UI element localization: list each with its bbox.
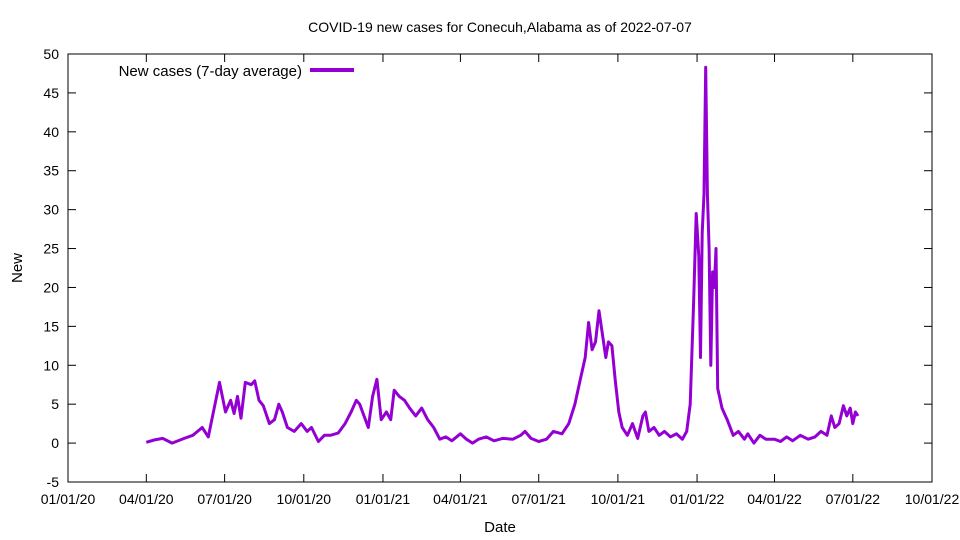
x-tick-label: 04/01/20: [119, 491, 174, 507]
y-tick-label: 30: [43, 202, 59, 218]
x-tick-label: 10/01/22: [905, 491, 960, 507]
y-tick-label: 40: [43, 124, 59, 140]
x-tick-label: 01/01/20: [41, 491, 96, 507]
x-tick-label: 07/01/20: [197, 491, 252, 507]
legend-label: New cases (7-day average): [119, 63, 302, 80]
series-layer: [145, 65, 860, 445]
legend: New cases (7-day average): [119, 63, 354, 80]
y-tick-label: 45: [43, 85, 59, 101]
y-tick-label: 10: [43, 357, 59, 373]
x-tick-label: 01/01/22: [670, 491, 725, 507]
x-tick-label: 10/01/20: [277, 491, 332, 507]
x-tick-label: 04/01/22: [747, 491, 802, 507]
y-tick-label: 25: [43, 241, 59, 257]
y-tick-label: 20: [43, 279, 59, 295]
y-axis-title: New: [9, 253, 26, 283]
series-line: [145, 65, 860, 445]
x-tick-label: 04/01/21: [433, 491, 488, 507]
x-tick-label: 07/01/21: [511, 491, 566, 507]
y-tick-label: 0: [51, 435, 59, 451]
x-tick-label: 07/01/22: [826, 491, 881, 507]
x-axis-title: Date: [484, 519, 516, 536]
y-tick-label: 50: [43, 46, 59, 62]
x-tick-label: 01/01/21: [356, 491, 411, 507]
y-tick-label: 35: [43, 163, 59, 179]
y-axis: -5 0 5 10 15 20 25 30 35 40 45 50: [43, 46, 932, 490]
y-tick-label: -5: [47, 474, 60, 490]
x-axis: 01/01/20 04/01/20 07/01/20 10/01/20 01/01/21…: [41, 54, 960, 507]
y-tick-label: 15: [43, 318, 59, 334]
plot-frame: [67, 53, 933, 483]
chart-title: COVID-19 new cases for Conecuh,Alabama a…: [308, 19, 692, 35]
y-tick-label: 5: [51, 396, 59, 412]
x-tick-label: 10/01/21: [591, 491, 646, 507]
